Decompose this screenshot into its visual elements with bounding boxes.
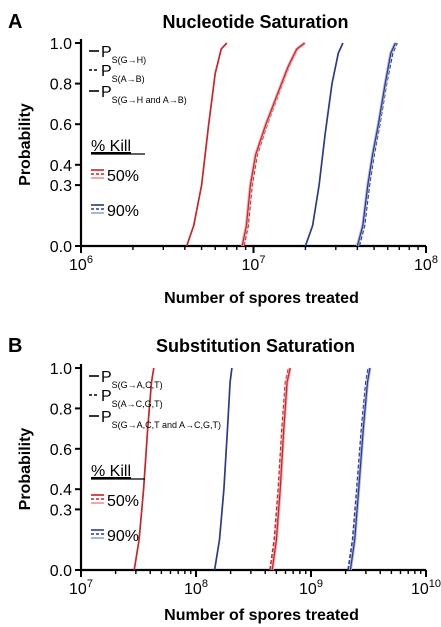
y-tick-label: 0.6 (50, 117, 72, 134)
chart-title: Substitution Saturation (156, 336, 355, 356)
x-tick-label: 108 (184, 578, 208, 598)
y-axis-label: Probability (17, 103, 34, 186)
series-line-5 (347, 367, 370, 571)
y-tick-label: 0.8 (50, 401, 72, 418)
x-tick-label: 1010 (411, 578, 441, 598)
legend-entry-1: PS(G→A,C,T) (101, 369, 163, 390)
y-tick-label: 0.6 (50, 442, 72, 459)
y-tick-label: 0.3 (50, 502, 72, 519)
series-line-2 (269, 367, 290, 571)
kill-legend-title: % Kill (91, 138, 131, 155)
legend-entry-3: PS(G→A,C,T and A→C,G,T) (101, 409, 221, 430)
kill-legend-label-2: 90% (107, 203, 139, 220)
series-line-4 (304, 42, 344, 247)
x-tick-label: 109 (299, 578, 323, 598)
x-tick-label: 107 (242, 254, 266, 274)
series-line-halo (240, 41, 306, 247)
x-axis-label: Number of spores treated (164, 290, 359, 307)
panel-label: B (8, 335, 22, 357)
y-tick-label: 1.0 (50, 361, 72, 378)
series-line-1 (185, 42, 228, 247)
kill-legend-label-1: 50% (107, 493, 139, 510)
y-axis-label: Probability (17, 428, 34, 511)
chart-title: Nucleotide Saturation (162, 12, 348, 32)
x-tick-label: 107 (69, 578, 93, 598)
series-line-3 (241, 42, 306, 247)
x-tick-label: 108 (414, 254, 438, 274)
series-line-4 (213, 367, 233, 571)
kill-legend-label-2: 90% (107, 528, 139, 545)
y-tick-label: 0.0 (50, 239, 72, 256)
kill-legend-title: % Kill (91, 463, 131, 480)
legend-entry-1: PS(G→H) (101, 44, 146, 65)
series-line-6 (349, 367, 371, 571)
chart-panel-a: A Nucleotide Saturation 0.0 0.3 0.4 0.6 0.8 1.0… (8, 11, 438, 307)
x-tick-label: 106 (69, 254, 93, 274)
y-tick-label: 0.4 (50, 482, 72, 499)
y-tick-label: 1.0 (50, 36, 72, 53)
y-tick-label: 0.8 (50, 77, 72, 94)
legend-entry-2: PS(A→B) (101, 63, 145, 84)
series-line-3 (271, 367, 291, 571)
y-tick-label: 0.4 (50, 158, 72, 175)
legend-entry-2: PS(A→C,G,T) (101, 388, 163, 409)
panel-label: A (8, 11, 22, 33)
kill-legend-label-1: 50% (107, 168, 139, 185)
x-axis-label: Number of spores treated (164, 607, 359, 624)
legend-entry-3: PS(G→H and A→B) (101, 84, 187, 105)
series-line-6 (356, 42, 396, 247)
y-tick-label: 0.3 (50, 178, 72, 195)
series-line-2 (243, 42, 306, 247)
series-line-1 (133, 367, 155, 571)
y-tick-label: 0.0 (50, 563, 72, 580)
chart-panel-b: B Substitution Saturation 0.0 0.3 0.4 0.6 0.8 1… (8, 335, 441, 624)
